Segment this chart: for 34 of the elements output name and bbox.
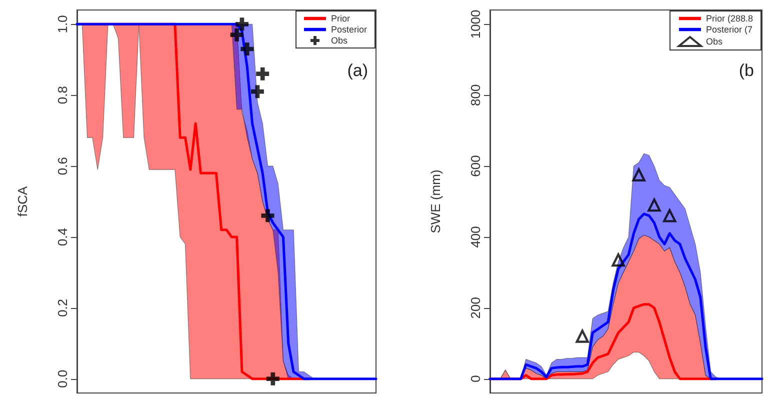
legend-label: Obs	[706, 36, 723, 46]
point	[632, 168, 646, 182]
point	[230, 28, 244, 42]
y-tick-label: 0.2	[55, 298, 70, 317]
point	[250, 85, 264, 98]
y-tick-label: 400	[468, 226, 483, 248]
legend-label: Obs	[330, 36, 348, 46]
point	[235, 18, 248, 31]
y-tick-label: 1.0	[55, 15, 70, 34]
point	[576, 330, 589, 343]
y-tick-label: 600	[468, 155, 483, 177]
point	[648, 198, 661, 212]
legend-label: Posterior (7	[706, 24, 753, 34]
y-axis-title: fSCA	[15, 186, 30, 217]
annotation: (a)	[347, 61, 368, 80]
y-tick-label: 0.0	[55, 370, 70, 388]
point	[612, 253, 625, 267]
y-tick-label: 1000	[468, 10, 483, 39]
legend-label: Posterior	[330, 24, 368, 34]
legend-label: Prior	[330, 14, 350, 24]
point	[240, 42, 254, 56]
point	[261, 209, 274, 222]
point	[266, 372, 280, 386]
y-tick-label: 200	[468, 297, 483, 319]
y-axis-title: SWE (mm)	[428, 170, 443, 234]
annotation: (b	[738, 61, 754, 80]
point	[256, 67, 270, 80]
y-tick-label: 0.4	[55, 228, 70, 246]
y-tick-label: 0.8	[55, 86, 70, 104]
y-tick-label: 800	[468, 84, 483, 106]
point	[663, 209, 676, 222]
legend-label: Prior (288.8	[706, 14, 754, 24]
y-tick-label: 0	[468, 375, 483, 382]
y-tick-label: 0.6	[55, 157, 70, 176]
